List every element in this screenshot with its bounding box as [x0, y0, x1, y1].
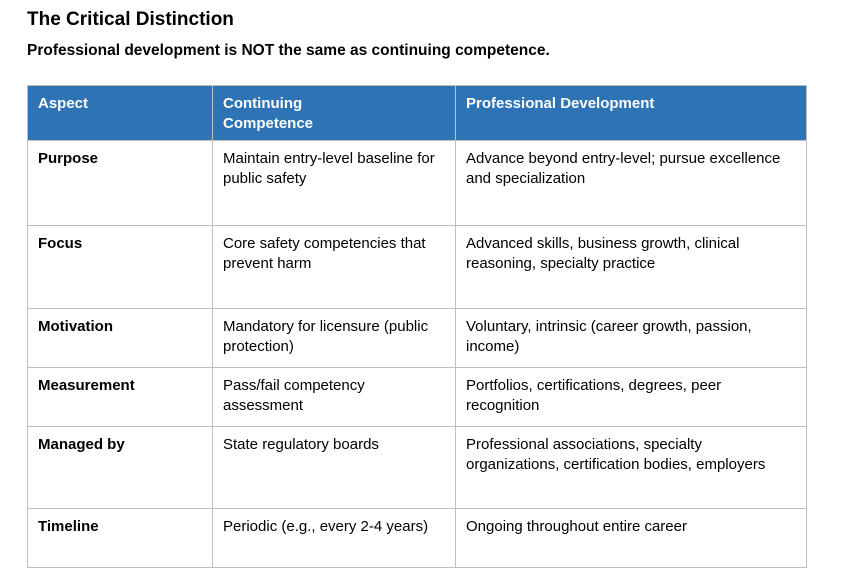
continuing-competence-cell: Mandatory for licensure (public protecti… — [212, 308, 456, 368]
aspect-label: Measurement — [27, 367, 213, 427]
continuing-competence-cell: Periodic (e.g., every 2-4 years) — [212, 508, 456, 568]
aspect-label: Timeline — [27, 508, 213, 568]
continuing-competence-cell: Core safety competencies that prevent ha… — [212, 225, 456, 309]
table-row-purpose: Purpose Maintain entry-level baseline fo… — [27, 140, 807, 226]
professional-development-cell: Advanced skills, business growth, clinic… — [455, 225, 807, 309]
table-row-focus: Focus Core safety competencies that prev… — [27, 225, 807, 309]
table-row-measurement: Measurement Pass/fail competency assessm… — [27, 367, 807, 427]
table-row-motivation: Motivation Mandatory for licensure (publ… — [27, 308, 807, 368]
professional-development-cell: Advance beyond entry-level; pursue excel… — [455, 140, 807, 226]
professional-development-cell: Voluntary, intrinsic (career growth, pas… — [455, 308, 807, 368]
header-cell-aspect: Aspect — [27, 85, 213, 141]
table-header-row: Aspect Continuing Competence Professiona… — [27, 85, 807, 141]
aspect-label: Motivation — [27, 308, 213, 368]
aspect-label: Focus — [27, 225, 213, 309]
professional-development-cell: Professional associations, specialty org… — [455, 426, 807, 509]
continuing-competence-cell: State regulatory boards — [212, 426, 456, 509]
page-subtitle: Professional development is NOT the same… — [27, 42, 550, 59]
comparison-table: Aspect Continuing Competence Professiona… — [27, 85, 807, 568]
aspect-label: Managed by — [27, 426, 213, 509]
continuing-competence-cell: Maintain entry-level baseline for public… — [212, 140, 456, 226]
table-row-timeline: Timeline Periodic (e.g., every 2-4 years… — [27, 508, 807, 568]
continuing-competence-cell: Pass/fail competency assessment — [212, 367, 456, 427]
header-cell-continuing-competence: Continuing Competence — [212, 85, 456, 141]
table-row-managed-by: Managed by State regulatory boards Profe… — [27, 426, 807, 509]
aspect-label: Purpose — [27, 140, 213, 226]
professional-development-cell: Portfolios, certifications, degrees, pee… — [455, 367, 807, 427]
page-title: The Critical Distinction — [27, 9, 234, 30]
header-cell-professional-development: Professional Development — [455, 85, 807, 141]
professional-development-cell: Ongoing throughout entire career — [455, 508, 807, 568]
